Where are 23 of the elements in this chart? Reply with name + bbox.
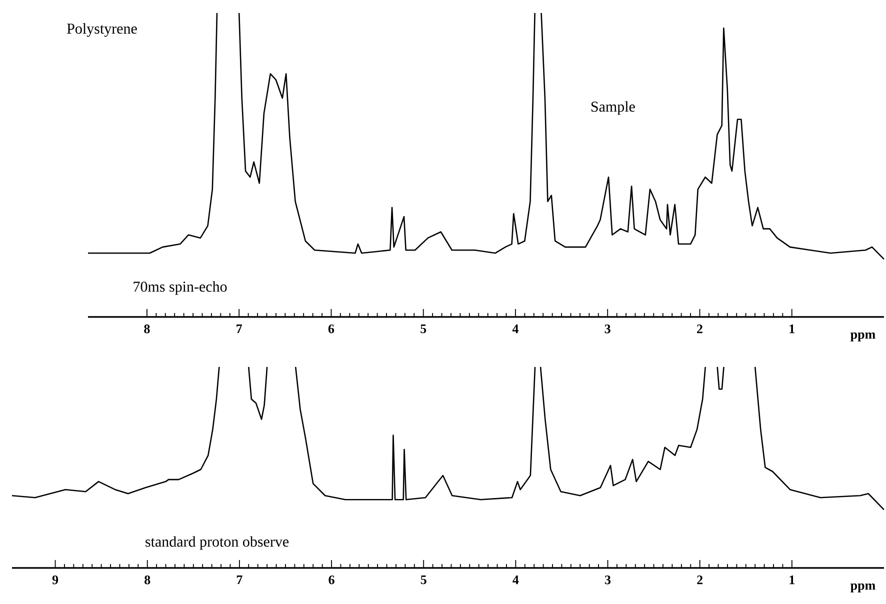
x-tick-label: 7 — [236, 576, 242, 584]
x-tick-label: 5 — [420, 576, 426, 584]
x-tick-label: 3 — [604, 576, 611, 584]
x-tick-label: 4 — [512, 324, 518, 334]
x-tick-label: 6 — [328, 576, 334, 584]
x-tick-label: 7 — [236, 324, 242, 334]
x-tick-label: 1 — [790, 324, 794, 334]
x-tick-label: 2 — [697, 324, 702, 334]
x-tick-label: 2 — [697, 576, 703, 584]
x-tick-label: 1 — [790, 576, 794, 584]
annotation: Sample — [591, 101, 635, 115]
x-tick-label: 6 — [328, 324, 334, 334]
x-tick-label: 8 — [144, 324, 150, 334]
annotation: 70ms spin-echo — [134, 281, 227, 295]
annotation: standard proton observe — [146, 536, 289, 550]
x-tick-label: 4 — [512, 576, 519, 584]
x-tick-label: 9 — [52, 576, 58, 584]
annotation: Polystyrene — [67, 23, 137, 37]
x-tick-label: 8 — [144, 576, 150, 584]
x-tick-label: 5 — [420, 324, 426, 334]
x-axis-title: ppm — [850, 584, 876, 592]
x-tick-label: 3 — [604, 324, 610, 334]
x-axis-title: ppm — [850, 332, 876, 342]
